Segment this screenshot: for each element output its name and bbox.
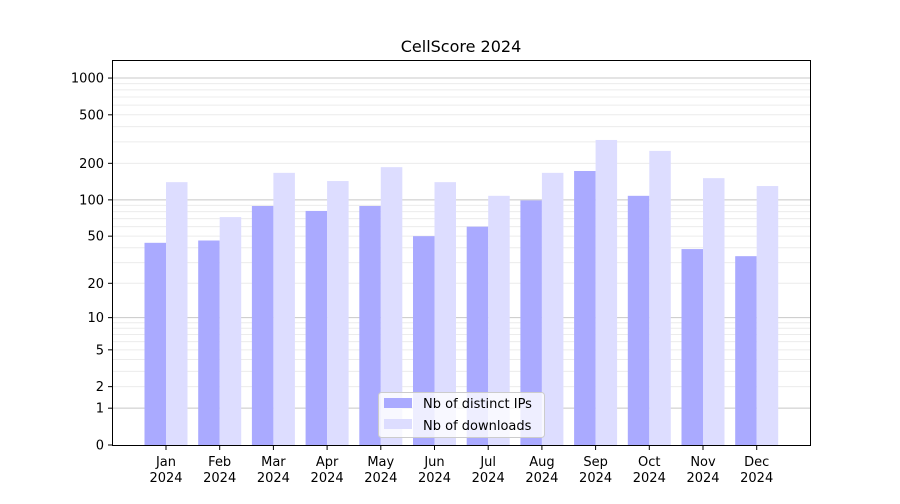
x-tick-label: Apr 2024 (311, 455, 344, 486)
x-tick-label: May 2024 (364, 455, 397, 486)
legend-label-downloads: Nb of downloads (423, 419, 532, 434)
x-tick-label: Nov 2024 (686, 455, 719, 486)
y-tick-label: 10 (87, 311, 104, 326)
bars (144, 139, 779, 446)
x-tick-label: Aug 2024 (525, 455, 558, 486)
y-tick-label: 20 (87, 277, 104, 292)
bar-distinct-ips (681, 249, 703, 445)
bar-downloads (434, 182, 456, 445)
bar-downloads (649, 150, 671, 445)
x-tick-label: Jun 2024 (418, 455, 451, 486)
legend-swatch-downloads (384, 419, 412, 429)
bar-downloads (219, 217, 242, 445)
bar-distinct-ips (305, 210, 328, 445)
legend-label-ips: Nb of distinct IPs (423, 397, 532, 412)
x-tick-label: Feb 2024 (203, 455, 236, 486)
y-axis: 0 1 2 5 10 20 50 100 200 500 1000 (71, 72, 112, 454)
x-tick-label: Sep 2024 (579, 455, 612, 486)
legend: Nb of distinct IPs Nb of downloads (378, 392, 545, 438)
legend-swatch-ips (384, 398, 412, 408)
bar-distinct-ips (735, 256, 757, 445)
bar-downloads (380, 167, 403, 445)
bar-distinct-ips (520, 200, 542, 445)
bar-downloads (273, 172, 295, 446)
bar-distinct-ips (251, 205, 274, 445)
plot-frame (112, 60, 811, 446)
chart-title: CellScore 2024 (401, 37, 522, 56)
y-tick-label: 500 (79, 108, 104, 123)
x-tick-label: Jan 2024 (149, 455, 182, 486)
y-tick-label: 1 (96, 402, 104, 417)
bar-distinct-ips (198, 240, 220, 445)
y-tick-label: 100 (79, 193, 104, 208)
bar-distinct-ips (574, 170, 596, 445)
x-tick-label: Oct 2024 (633, 455, 666, 486)
bar-downloads (595, 139, 618, 445)
bar-downloads (756, 186, 779, 445)
y-tick-label: 5 (96, 343, 104, 358)
x-tick-label: Dec 2024 (740, 455, 773, 486)
y-tick-label: 200 (79, 157, 104, 172)
x-tick-label: Jul 2024 (472, 455, 505, 486)
bar-distinct-ips (359, 205, 381, 445)
x-tick-label: Mar 2024 (257, 455, 290, 486)
x-axis: Jan 2024 Feb 2024 Mar 2024 Apr 2024 May 2024 Jun 20… (149, 446, 773, 486)
bar-downloads (166, 182, 188, 445)
bar-distinct-ips (627, 195, 650, 445)
bar-downloads (488, 195, 510, 445)
bar-downloads (327, 181, 349, 445)
y-tick-label: 0 (96, 439, 104, 454)
bar-downloads (541, 172, 564, 446)
y-tick-label: 1000 (71, 72, 104, 87)
bar-distinct-ips (144, 242, 166, 445)
y-tick-label: 50 (87, 230, 104, 245)
bar-downloads (703, 178, 725, 445)
bar-distinct-ips (466, 226, 489, 445)
y-tick-label: 2 (96, 380, 104, 395)
